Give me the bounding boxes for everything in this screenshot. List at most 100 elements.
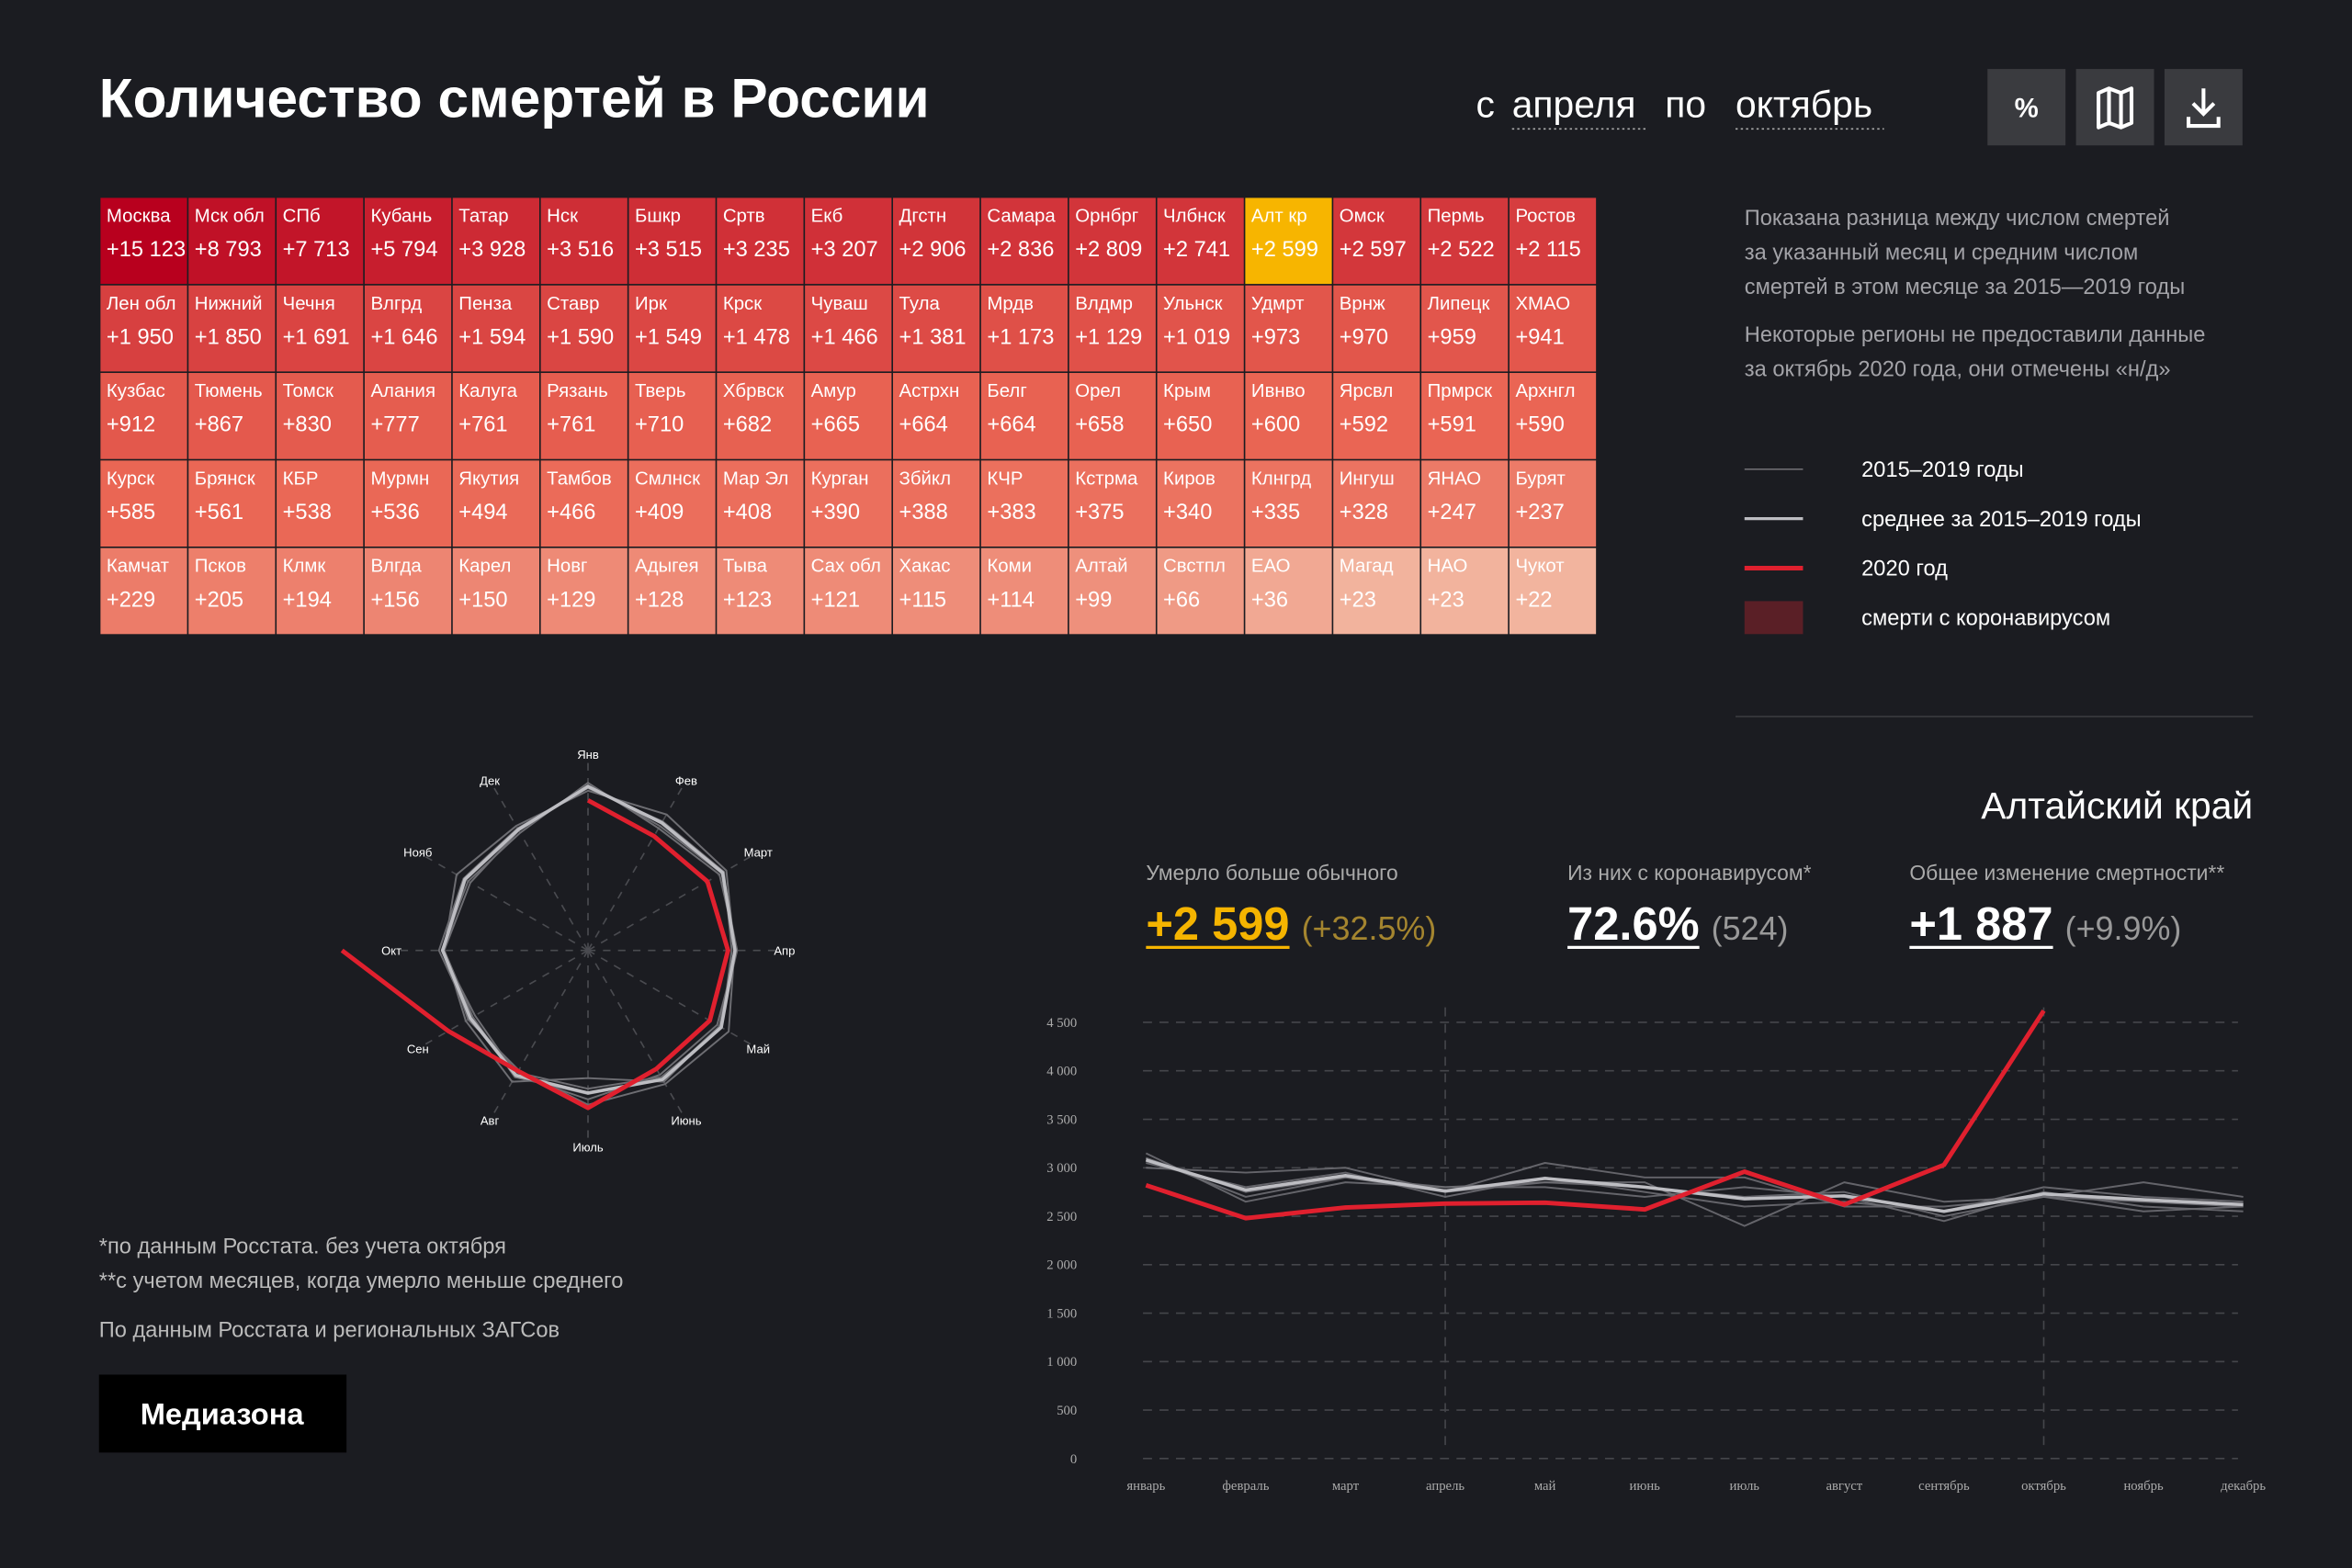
region-cell[interactable]	[1333, 460, 1420, 547]
region-cell[interactable]	[717, 460, 804, 547]
region-cell[interactable]	[452, 547, 539, 635]
region-cell[interactable]	[100, 547, 187, 635]
region-cell[interactable]	[628, 197, 716, 285]
region-value: +1 129	[1075, 325, 1142, 349]
period-from[interactable]: апреля	[1512, 83, 1636, 125]
region-value: +3 515	[635, 238, 702, 262]
region-cell[interactable]	[188, 285, 276, 372]
region-cell[interactable]	[100, 373, 187, 459]
region-cell[interactable]	[540, 373, 628, 459]
region-cell[interactable]	[540, 460, 628, 547]
region-cell[interactable]	[893, 460, 980, 547]
region-cell[interactable]	[628, 285, 716, 372]
region-cell[interactable]	[1509, 197, 1597, 285]
region-cell[interactable]	[188, 460, 276, 547]
region-cell[interactable]	[805, 197, 892, 285]
region-cell[interactable]	[1245, 373, 1332, 459]
region-cell[interactable]	[540, 285, 628, 372]
region-cell[interactable]	[628, 460, 716, 547]
region-cell[interactable]	[980, 547, 1069, 635]
region-cell[interactable]	[628, 373, 716, 459]
region-cell[interactable]	[893, 547, 980, 635]
region-cell[interactable]	[1157, 285, 1244, 372]
region-cell[interactable]	[1333, 197, 1420, 285]
region-cell[interactable]	[540, 197, 628, 285]
region-cell[interactable]	[893, 373, 980, 459]
region-cell[interactable]	[188, 547, 276, 635]
region-cell[interactable]	[100, 285, 187, 372]
region-cell[interactable]	[277, 197, 364, 285]
region-cell[interactable]	[893, 285, 980, 372]
logo-box[interactable]	[98, 1374, 347, 1453]
region-cell[interactable]	[628, 547, 716, 635]
region-cell[interactable]	[1157, 460, 1244, 547]
region-value: +229	[107, 588, 155, 612]
region-cell[interactable]	[1509, 547, 1597, 635]
region-cell[interactable]	[1421, 285, 1509, 372]
region-cell[interactable]	[805, 373, 892, 459]
percent-button[interactable]	[1987, 69, 2066, 146]
region-cell[interactable]	[1245, 460, 1332, 547]
map-button[interactable]	[2075, 69, 2154, 146]
region-cell[interactable]	[100, 197, 187, 285]
region-cell[interactable]	[100, 460, 187, 547]
region-cell[interactable]	[452, 197, 539, 285]
region-cell[interactable]	[1069, 197, 1156, 285]
region-cell[interactable]	[188, 197, 276, 285]
region-cell[interactable]	[1245, 197, 1332, 285]
region-cell[interactable]	[893, 197, 980, 285]
region-cell[interactable]	[980, 373, 1069, 459]
region-cell[interactable]	[277, 460, 364, 547]
region-cell[interactable]	[805, 460, 892, 547]
region-cell[interactable]	[1421, 547, 1509, 635]
region-cell[interactable]	[1333, 285, 1420, 372]
region-cell[interactable]	[1509, 285, 1597, 372]
region-cell[interactable]	[1157, 547, 1244, 635]
region-name: Алт кр	[1251, 207, 1307, 227]
region-cell[interactable]	[805, 285, 892, 372]
region-cell[interactable]	[717, 373, 804, 459]
region-cell[interactable]	[364, 197, 452, 285]
region-cell[interactable]	[1421, 460, 1509, 547]
radar-label: Май	[746, 1042, 770, 1055]
region-cell[interactable]	[364, 547, 452, 635]
region-cell[interactable]	[277, 547, 364, 635]
region-cell[interactable]	[452, 460, 539, 547]
region-cell[interactable]	[980, 460, 1069, 547]
region-cell[interactable]	[717, 285, 804, 372]
region-cell[interactable]	[1333, 373, 1420, 459]
source: По данным Росстата и региональных ЗАГСов	[99, 1319, 560, 1343]
region-cell[interactable]	[1157, 197, 1244, 285]
region-cell[interactable]	[364, 373, 452, 459]
region-cell[interactable]	[1421, 197, 1509, 285]
region-cell[interactable]	[1333, 547, 1420, 635]
region-cell[interactable]	[277, 285, 364, 372]
region-value: +777	[370, 413, 419, 437]
region-name: Ингуш	[1340, 468, 1395, 489]
region-cell[interactable]	[1245, 285, 1332, 372]
region-cell[interactable]	[980, 285, 1069, 372]
region-cell[interactable]	[1509, 373, 1597, 459]
region-cell[interactable]	[980, 197, 1069, 285]
region-cell[interactable]	[1509, 460, 1597, 547]
region-value: +3 516	[547, 238, 614, 262]
region-cell[interactable]	[452, 285, 539, 372]
region-cell[interactable]	[540, 547, 628, 635]
region-cell[interactable]	[277, 373, 364, 459]
region-cell[interactable]	[805, 547, 892, 635]
region-cell[interactable]	[1069, 285, 1156, 372]
period-to[interactable]: октябрь	[1736, 83, 1872, 125]
region-cell[interactable]	[452, 373, 539, 459]
region-cell[interactable]	[1421, 373, 1509, 459]
region-cell[interactable]	[364, 285, 452, 372]
region-cell[interactable]	[1245, 547, 1332, 635]
region-cell[interactable]	[1157, 373, 1244, 459]
region-cell[interactable]	[1069, 547, 1156, 635]
region-cell[interactable]	[1069, 373, 1156, 459]
region-cell[interactable]	[1069, 460, 1156, 547]
region-cell[interactable]	[717, 197, 804, 285]
region-cell[interactable]	[717, 547, 804, 635]
region-name: Алания	[370, 381, 435, 401]
region-cell[interactable]	[364, 460, 452, 547]
region-cell[interactable]	[188, 373, 276, 459]
